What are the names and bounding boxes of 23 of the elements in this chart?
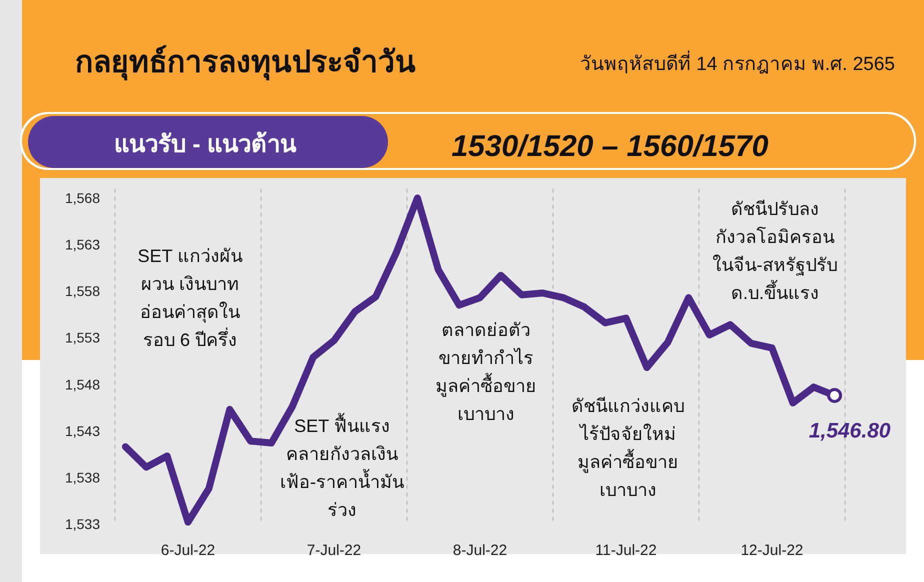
y-tick-label: 1,568 <box>64 190 100 206</box>
y-tick-label: 1,543 <box>64 422 100 439</box>
annotation: 1,546.80 <box>808 419 891 442</box>
annotation: SET แกว่งผัน ผวน เงินบาท อ่อนค่าสุดใน รอบ 6 ปีครึ่ง <box>138 246 242 350</box>
annotation: SET ฟื้นแรง คลายกังวลเงิน เฟ้อ-ราคาน้ำมัน ร่วง <box>280 413 404 520</box>
x-tick-label: 8-Jul-22 <box>452 542 508 559</box>
text: 1530/1520 – 1560/1570 <box>452 130 769 163</box>
x-tick-label: 7-Jul-22 <box>306 542 362 559</box>
x-tick-label: 11-Jul-22 <box>595 542 657 559</box>
y-tick-label: 1,558 <box>64 283 100 300</box>
chart-title: กลยุทธ์การลงทุนประจำวัน <box>75 45 416 81</box>
chart-subtitle: วันพฤหัสบดีที่ 14 กรกฎาคม พ.ศ. 2565 <box>580 50 895 75</box>
x-tick-label: 6-Jul-22 <box>160 542 216 559</box>
y-tick-label: 1,533 <box>64 516 100 532</box>
y-tick-label: 1,548 <box>64 376 100 392</box>
annotation: ดัชนีแกว่งแคบ ไร้ปัจจัยใหม่ มูลค่าซื้อขาย เบาบาง <box>572 396 684 500</box>
annotation: ตลาดย่อตัว ขายทำกำไร มูลค่าซื้อขาย เบาบาง <box>436 320 536 424</box>
y-tick-label: 1,563 <box>64 236 100 253</box>
annotation: ดัชนีปรับลง กังวลโอมิครอน ในจีน-สหรัฐปรับ ด.บ.ขึ้นแรง <box>712 199 838 303</box>
x-tick-label: 12-Jul-22 <box>740 542 804 559</box>
y-tick-label: 1,538 <box>64 469 100 486</box>
y-tick-label: 1,553 <box>64 330 100 346</box>
text: แนวรับ - แนวต้าน <box>114 131 298 158</box>
